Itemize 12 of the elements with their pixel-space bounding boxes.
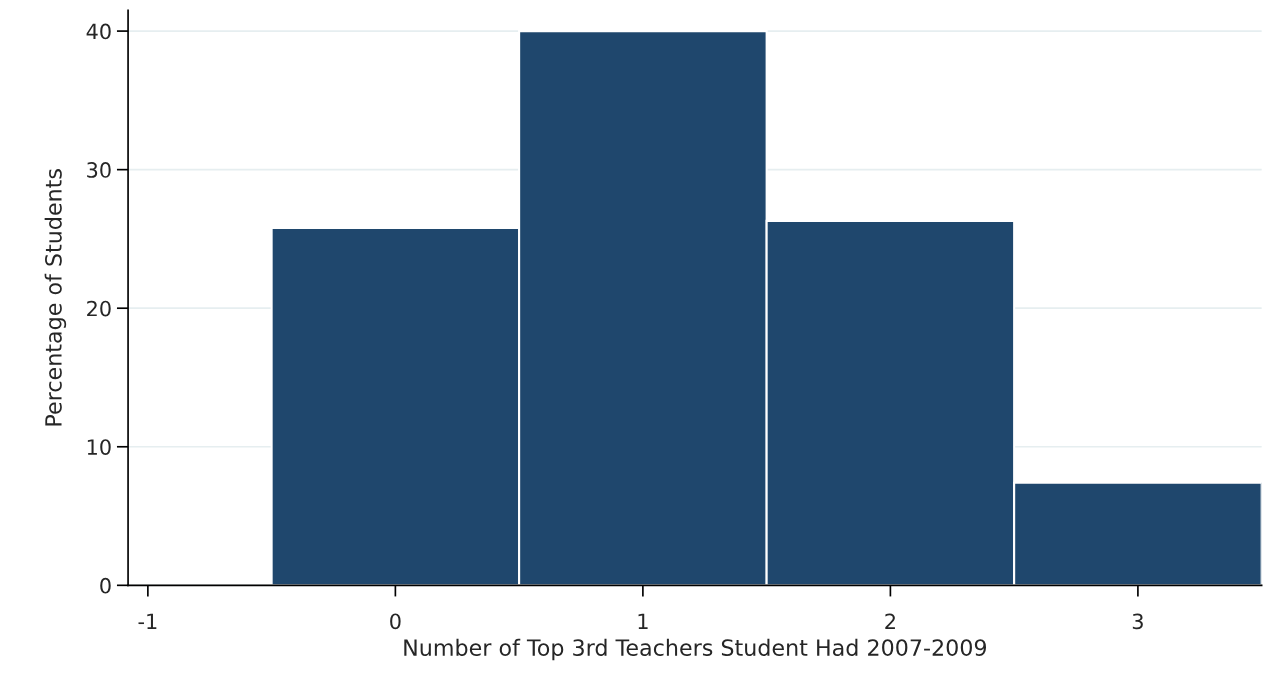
y-tick-label: 30 (87, 162, 111, 178)
x-tick-label: 1 (638, 613, 648, 629)
x-tick-label: -1 (138, 613, 157, 629)
x-tick-label: 3 (1132, 613, 1143, 630)
x-tick-label: 0 (390, 613, 401, 630)
y-axis-title: Percentage of Students (44, 169, 67, 426)
y-tick-label: 0 (100, 577, 111, 594)
x-tick-label: 2 (885, 613, 895, 629)
x-axis-title: Number of Top 3rd Teachers Student Had 2007-2009 (404, 638, 987, 661)
y-tick-label: 40 (86, 23, 111, 40)
y-tick-label: 10 (87, 439, 111, 455)
y-tick-label: 20 (87, 300, 111, 317)
